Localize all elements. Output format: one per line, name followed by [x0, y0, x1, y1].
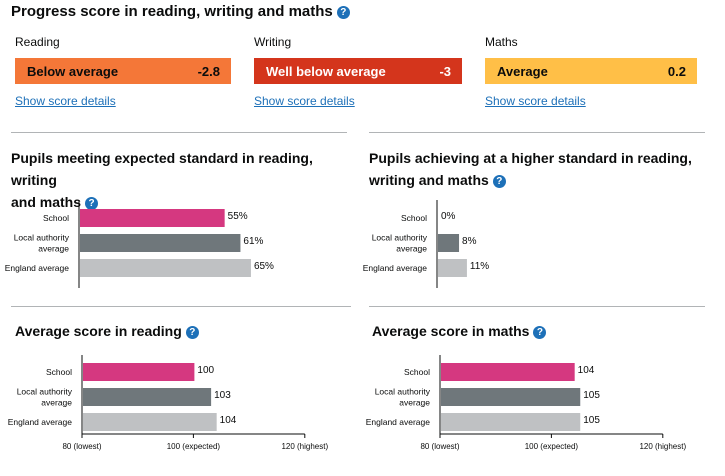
higher-standard-title-line1: Pupils achieving at a higher standard in… [369, 150, 692, 166]
reading-show-score-details-link[interactable]: Show score details [15, 94, 116, 108]
average-maths-heading: Average score in maths? [372, 320, 547, 342]
chart-bar [441, 413, 581, 431]
chart-bar [438, 234, 460, 252]
chart-bar [80, 209, 225, 227]
expected-standard-title-line1: Pupils meeting expected standard in read… [11, 150, 313, 188]
chart-category-label: England average [366, 417, 431, 427]
writing-score-label: Well below average [266, 63, 386, 79]
chart-value-label: 104 [578, 365, 595, 376]
chart-bar [441, 388, 581, 406]
writing-score-badge: Well below average -3 [254, 58, 462, 84]
chart-value-label: 61% [243, 236, 263, 247]
page-title: Progress score in reading, writing and m… [11, 3, 333, 20]
chart-value-label: 105 [583, 390, 600, 401]
chart-category-label: England average [5, 263, 70, 273]
maths-score-label: Average [497, 63, 548, 79]
chart-value-label: 103 [214, 390, 231, 401]
chart-category-label: School [404, 367, 430, 377]
divider [369, 132, 705, 133]
higher-standard-title-line2: writing and maths [369, 172, 489, 188]
maths-score-badge: Average 0.2 [485, 58, 697, 84]
higher-standard-heading: Pupils achieving at a higher standard in… [369, 147, 709, 191]
chart-tick-label: 120 (highest) [639, 442, 686, 451]
chart-value-label: 104 [220, 415, 237, 426]
chart-category-label: School [46, 367, 72, 377]
chart-category-label: Local authority [17, 387, 73, 397]
chart-category-label: average [396, 244, 427, 254]
average-reading-title: Average score in reading [15, 323, 182, 339]
chart-category-label: Local authority [372, 233, 428, 243]
chart-tick-label: 80 (lowest) [62, 442, 101, 451]
chart-bar [80, 259, 251, 277]
reading-score-label: Below average [27, 63, 119, 79]
chart-category-label: Local authority [375, 387, 431, 397]
chart-value-label: 65% [254, 261, 274, 272]
question-circle-icon[interactable]: ? [533, 326, 547, 339]
chart-value-label: 11% [470, 261, 489, 272]
chart-bar [83, 363, 195, 381]
chart-bar [83, 413, 217, 431]
chart-value-label: 55% [228, 211, 248, 222]
chart-bar [441, 363, 575, 381]
writing-show-score-details-link[interactable]: Show score details [254, 94, 355, 108]
chart-value-label: 8% [462, 236, 477, 247]
page-heading: Progress score in reading, writing and m… [11, 3, 350, 21]
chart-category-label: average [399, 398, 430, 408]
divider [11, 132, 347, 133]
expected-standard-heading: Pupils meeting expected standard in read… [11, 147, 351, 213]
average-reading-heading: Average score in reading? [15, 320, 199, 342]
divider [369, 306, 705, 307]
chart-tick-label: 80 (lowest) [420, 442, 459, 451]
chart-category-label: England average [8, 417, 73, 427]
chart-category-label: School [401, 213, 427, 223]
chart-bar [80, 234, 241, 252]
chart-bar [83, 388, 212, 406]
chart-value-label: 100 [197, 365, 214, 376]
maths-score-value: 0.2 [667, 63, 686, 79]
question-circle-icon[interactable]: ? [185, 326, 199, 339]
question-circle-icon[interactable]: ? [85, 197, 99, 210]
writing-score-value: -3 [439, 63, 451, 79]
reading-subject-label: Reading [15, 35, 60, 49]
chart-value-label: 105 [583, 415, 600, 426]
chart-category-label: England average [363, 263, 428, 273]
reading-score-value: -2.8 [197, 63, 220, 79]
chart-category-label: School [43, 213, 69, 223]
chart-tick-label: 120 (highest) [281, 442, 328, 451]
chart-bar [438, 259, 467, 277]
expected-standard-title-line2: and maths [11, 194, 82, 210]
average-maths-title: Average score in maths [372, 323, 530, 339]
chart-tick-label: 100 (expected) [167, 442, 221, 451]
question-circle-icon[interactable]: ? [492, 175, 506, 188]
chart-category-label: average [41, 398, 72, 408]
chart-category-label: average [38, 244, 69, 254]
chart-value-label: 0% [441, 211, 456, 222]
chart-tick-label: 100 (expected) [525, 442, 579, 451]
writing-subject-label: Writing [254, 35, 292, 49]
maths-subject-label: Maths [485, 35, 518, 49]
divider [11, 306, 351, 307]
chart-category-label: Local authority [14, 233, 70, 243]
question-circle-icon[interactable]: ? [336, 6, 350, 19]
reading-score-badge: Below average -2.8 [15, 58, 231, 84]
maths-show-score-details-link[interactable]: Show score details [485, 94, 586, 108]
